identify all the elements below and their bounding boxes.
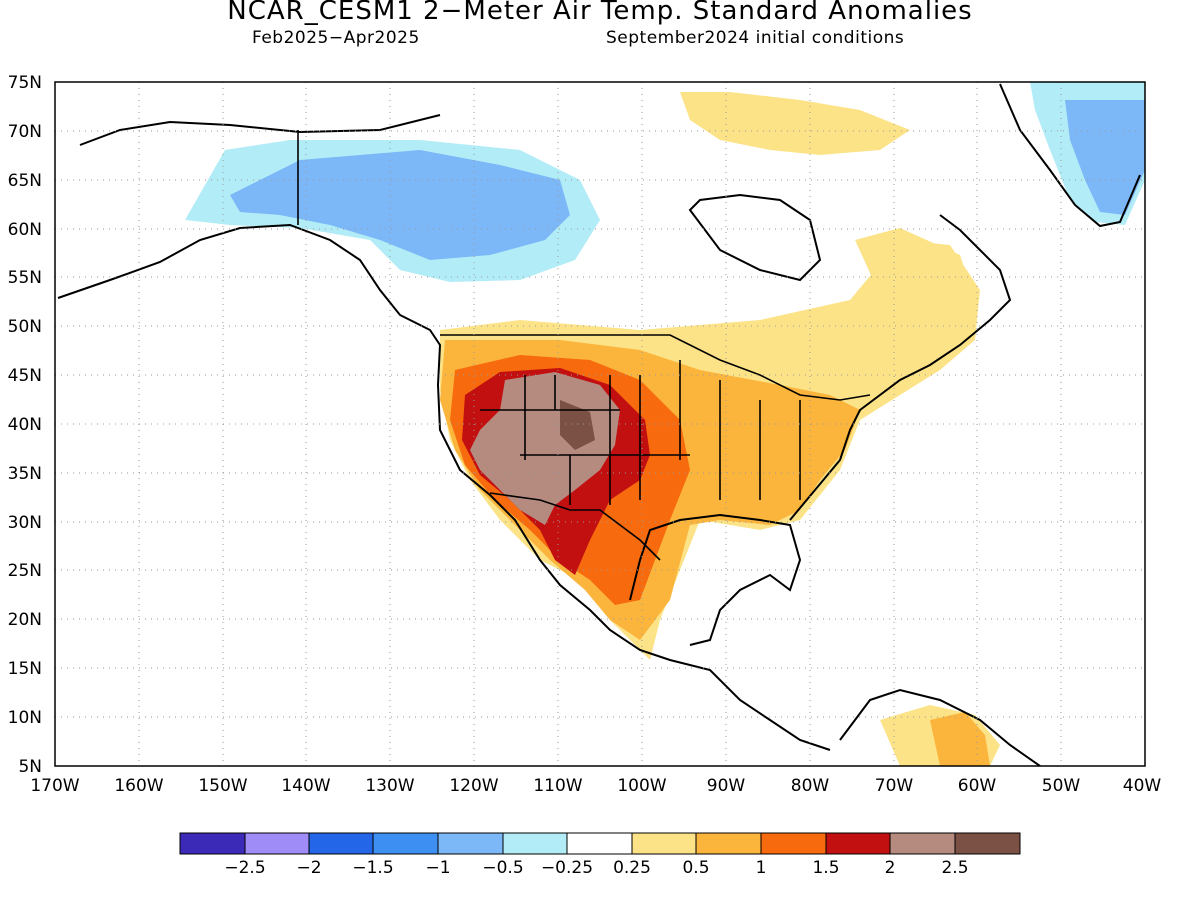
coastline-alaska-north xyxy=(79,114,441,146)
map-grid xyxy=(55,82,1145,766)
colorbar-swatch-4 xyxy=(437,832,504,855)
colorbar-swatch-12 xyxy=(954,832,1021,855)
colorbar-labels: −2.5 −2 −1.5 −1 −0.5 −0.25 0.25 0.5 1 1.… xyxy=(224,858,968,878)
colorbar-label: 0.5 xyxy=(682,858,709,878)
lon-label-40w: 40W xyxy=(1123,776,1162,796)
initial-conditions: September2024 initial conditions xyxy=(606,28,905,48)
border-us-canada xyxy=(440,334,871,401)
lat-label-40n: 40N xyxy=(8,415,42,435)
colorbar-label: −1 xyxy=(425,858,450,878)
lon-label-50w: 50W xyxy=(1042,776,1081,796)
coastline-gulf xyxy=(629,513,802,646)
lon-label-120w: 120W xyxy=(449,776,498,796)
lon-label-150w: 150W xyxy=(198,776,247,796)
colorbar-label: −0.25 xyxy=(541,858,593,878)
lat-label-60n: 60N xyxy=(8,220,42,240)
colorbar-label: 1.5 xyxy=(812,858,839,878)
lat-label-50n: 50N xyxy=(8,317,42,337)
colorbar-swatch-9 xyxy=(760,832,827,855)
colorbar-label: −2.5 xyxy=(224,858,265,878)
borders xyxy=(297,130,871,561)
lon-label-70w: 70W xyxy=(875,776,914,796)
chart-title: NCAR_CESM1 2−Meter Air Temp. Standard An… xyxy=(227,0,973,26)
coastline-greenland xyxy=(999,83,1141,228)
lon-label-80w: 80W xyxy=(791,776,830,796)
anomaly-region-orange-south-america xyxy=(930,712,990,766)
grid-lon-lines xyxy=(138,82,1062,766)
anomaly-region-blue-greenland xyxy=(1065,100,1145,215)
lat-label-70n: 70N xyxy=(8,122,42,142)
colorbar-swatch-8 xyxy=(695,832,762,855)
lat-label-55n: 55N xyxy=(8,268,42,288)
lat-label-20n: 20N xyxy=(8,610,42,630)
forecast-period: Feb2025−Apr2025 xyxy=(252,28,420,48)
lat-label-15n: 15N xyxy=(8,659,42,679)
colorbar-label: −2 xyxy=(296,858,321,878)
coastline-south-america xyxy=(839,688,1041,766)
lat-label-25n: 25N xyxy=(8,561,42,581)
anomaly-shading xyxy=(185,82,1145,766)
lon-label-60w: 60W xyxy=(958,776,997,796)
colorbar-label: 2.5 xyxy=(941,858,968,878)
colorbar-label: −1.5 xyxy=(352,858,393,878)
border-us-mexico xyxy=(489,492,661,561)
colorbar-swatch-5 xyxy=(502,832,568,855)
lat-label-35n: 35N xyxy=(8,464,42,484)
anomaly-region-yellow-arctic xyxy=(680,92,910,155)
lat-axis: 75N 70N 65N 60N 55N 50N 45N 40N 35N 30N … xyxy=(8,73,42,777)
map-frame xyxy=(54,81,1146,767)
colorbar-swatch-6 xyxy=(566,832,633,855)
lat-label-65n: 65N xyxy=(8,171,42,191)
colorbar-swatch-2 xyxy=(308,832,374,855)
colorbar-swatch-1 xyxy=(244,832,310,855)
colorbar xyxy=(179,832,1021,855)
lat-label-30n: 30N xyxy=(8,513,42,533)
lon-label-170w: 170W xyxy=(30,776,79,796)
lat-label-10n: 10N xyxy=(8,708,42,728)
colorbar-swatch-7 xyxy=(631,832,697,855)
lon-label-90w: 90W xyxy=(707,776,746,796)
coastlines xyxy=(57,83,1141,766)
colorbar-swatch-0 xyxy=(179,832,246,855)
lat-label-45n: 45N xyxy=(8,366,42,386)
colorbar-swatch-3 xyxy=(372,832,439,855)
colorbar-label: 0.25 xyxy=(613,858,651,878)
colorbar-swatch-10 xyxy=(825,832,891,855)
lon-label-160w: 160W xyxy=(114,776,163,796)
anomaly-region-yellow-northeast xyxy=(855,228,975,300)
colorbar-swatch-11 xyxy=(889,832,956,855)
lon-label-100w: 100W xyxy=(617,776,666,796)
colorbar-label: 1 xyxy=(756,858,767,878)
colorbar-label: 2 xyxy=(885,858,896,878)
lon-label-110w: 110W xyxy=(533,776,582,796)
lat-label-75n: 75N xyxy=(8,73,42,93)
coastline-atlantic xyxy=(789,214,1012,521)
anomaly-region-blue-alaska xyxy=(230,150,570,260)
coastline-hudson-bay xyxy=(688,193,822,282)
lon-label-130w: 130W xyxy=(365,776,414,796)
border-state-lines xyxy=(480,360,801,505)
colorbar-label: −0.5 xyxy=(482,858,523,878)
lon-axis: 170W 160W 150W 140W 130W 120W 110W 100W … xyxy=(30,776,1161,796)
anomaly-region-dark-brown xyxy=(560,400,595,450)
lat-label-5n: 5N xyxy=(18,757,42,777)
lon-label-140w: 140W xyxy=(281,776,330,796)
coastline-alaska-pacific xyxy=(57,223,831,751)
